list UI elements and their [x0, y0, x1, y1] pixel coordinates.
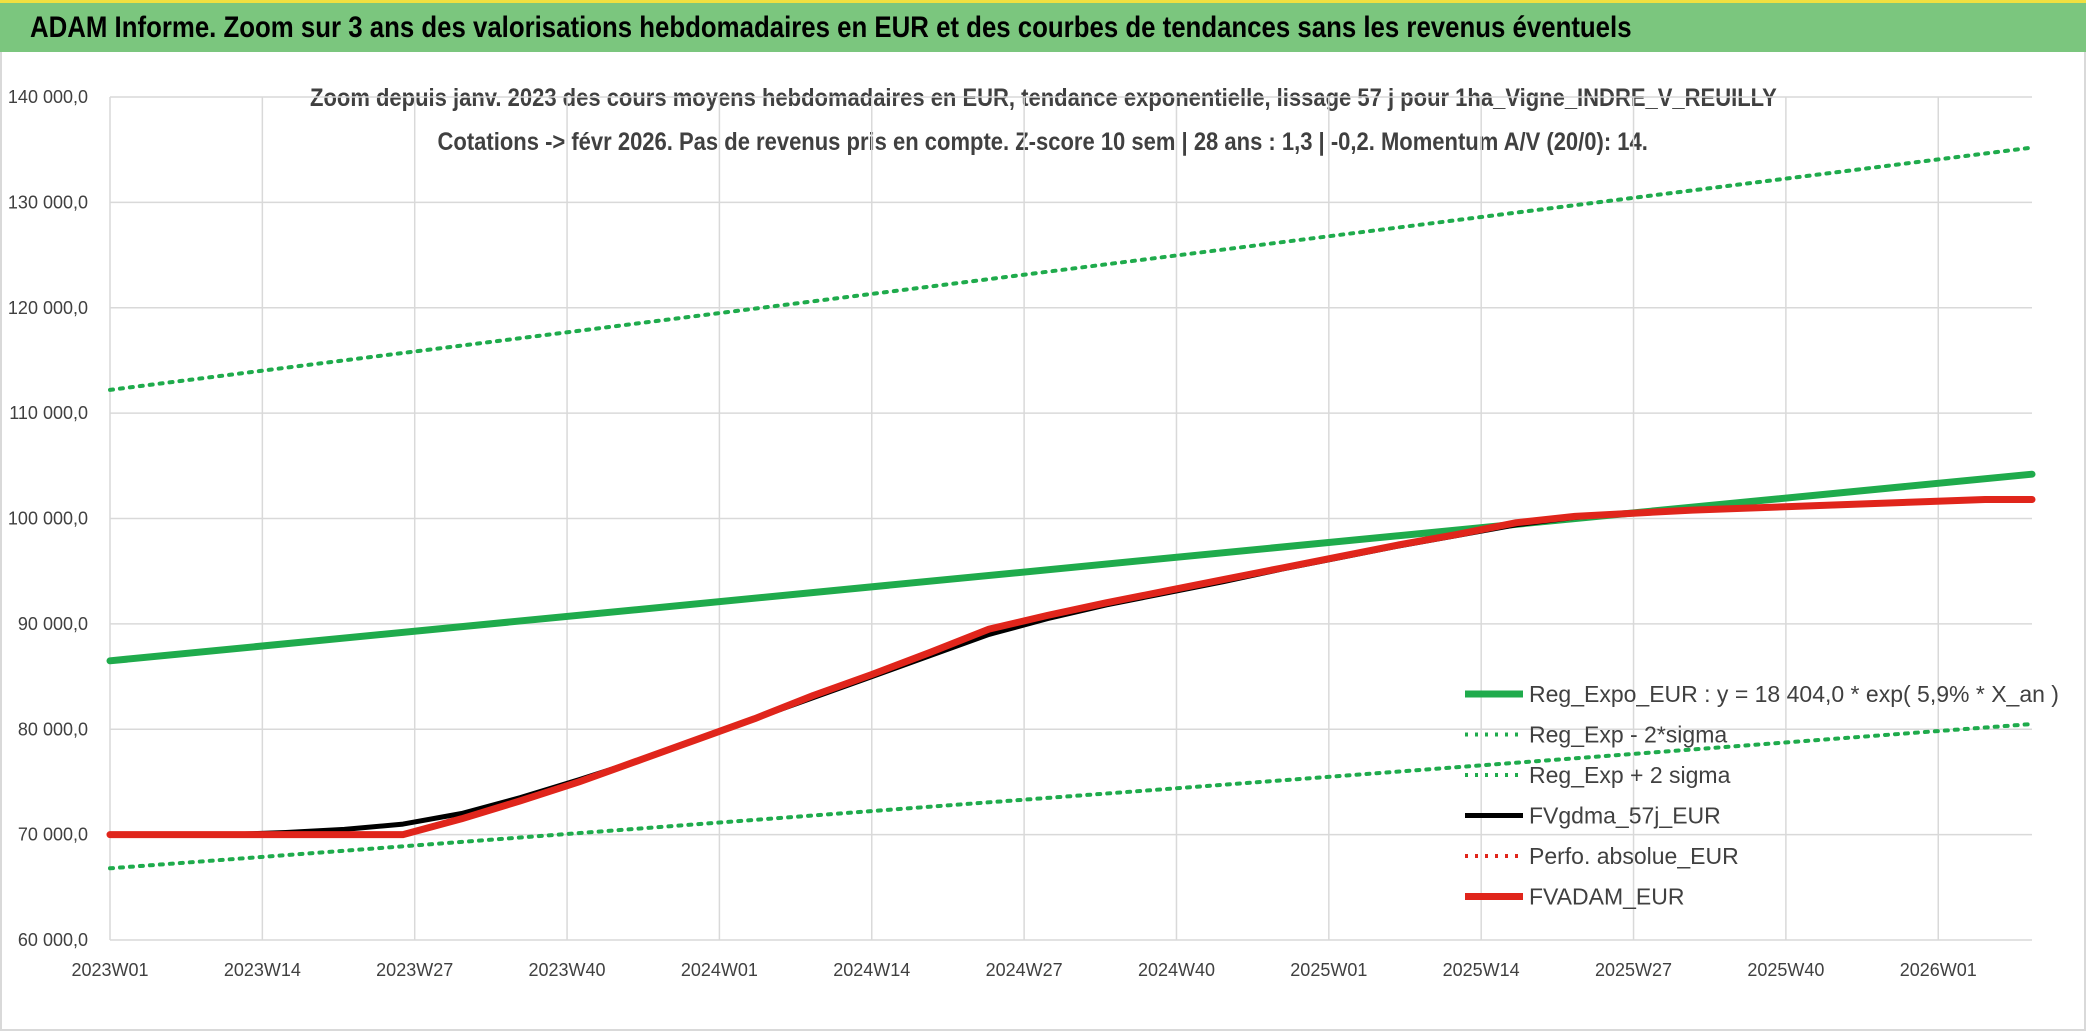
x-tick-label: 2024W01: [681, 960, 758, 980]
x-tick-label: 2024W40: [1138, 960, 1215, 980]
chart-subtitle-line: Cotations -> févr 2026. Pas de revenus p…: [0, 128, 2086, 157]
series-lines: [106, 145, 2036, 871]
x-tick-label: 2025W40: [1747, 960, 1824, 980]
legend: Reg_Expo_EUR : y = 18 404,0 * exp( 5,9% …: [1465, 681, 2059, 910]
y-tick-label: 130 000,0: [8, 192, 88, 212]
series-line-0: [106, 470, 2036, 665]
y-tick-label: 140 000,0: [8, 87, 88, 107]
series-line-2: [108, 145, 2034, 392]
series-line-3: [107, 497, 2035, 838]
legend-label-0: Reg_Expo_EUR : y = 18 404,0 * exp( 5,9% …: [1529, 681, 2059, 707]
legend-label-3: FVgdma_57j_EUR: [1529, 803, 1721, 829]
gridlines: [109, 96, 2032, 941]
y-axis-ticks: 60 000,0 70 000,0 80 000,0 90 000,0 100 000,…: [8, 87, 88, 950]
x-axis-ticks: 2023W01 2023W14 2023W27 2023W40 2024W01 2024W…: [71, 960, 1976, 980]
x-tick-label: 2023W40: [529, 960, 606, 980]
chart-title-line: Zoom depuis janv. 2023 des cours moyens …: [0, 84, 2086, 113]
y-tick-label: 120 000,0: [8, 298, 88, 318]
y-tick-label: 80 000,0: [18, 719, 88, 739]
y-tick-label: 90 000,0: [18, 614, 88, 634]
x-tick-label: 2023W01: [71, 960, 148, 980]
x-tick-label: 2026W01: [1900, 960, 1977, 980]
x-tick-label: 2023W14: [224, 960, 301, 980]
chart-title: Zoom depuis janv. 2023 des cours moyens …: [309, 84, 1777, 112]
chart-subtitle: Cotations -> févr 2026. Pas de revenus p…: [437, 128, 1649, 156]
x-tick-label: 2025W01: [1290, 960, 1367, 980]
series-line-1: [108, 722, 2034, 871]
legend-label-2: Reg_Exp + 2 sigma: [1529, 762, 1731, 788]
x-tick-label: 2024W14: [833, 960, 910, 980]
y-tick-label: 60 000,0: [18, 930, 88, 950]
y-tick-label: 110 000,0: [9, 403, 88, 423]
x-tick-label: 2024W27: [986, 960, 1063, 980]
legend-label-1: Reg_Exp - 2*sigma: [1529, 722, 1727, 748]
legend-label-5: FVADAM_EUR: [1529, 884, 1685, 910]
series-line-5: [106, 496, 2036, 839]
x-tick-label: 2025W14: [1443, 960, 1520, 980]
legend-label-4: Perfo. absolue_EUR: [1529, 843, 1739, 869]
report-title: ADAM Informe. Zoom sur 3 ans des valoris…: [30, 11, 1632, 44]
report-banner: ADAM Informe. Zoom sur 3 ans des valoris…: [0, 0, 2086, 52]
y-tick-label: 100 000,0: [8, 509, 88, 529]
x-tick-label: 2023W27: [376, 960, 453, 980]
x-tick-label: 2025W27: [1595, 960, 1672, 980]
y-tick-label: 70 000,0: [18, 825, 88, 845]
